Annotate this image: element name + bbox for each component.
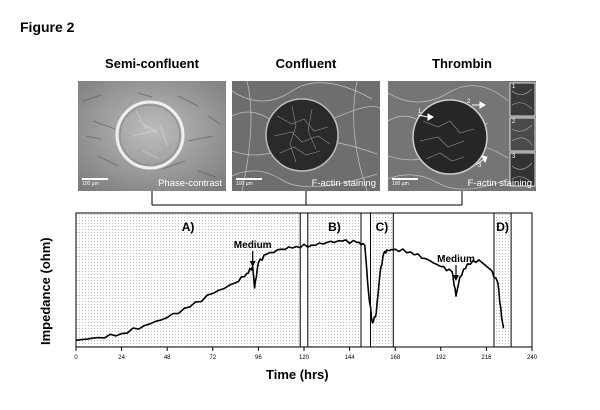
medium-annotation: Medium (437, 254, 475, 265)
scale-bar: 100 µm (82, 178, 108, 187)
x-tick-label: 216 (481, 355, 492, 361)
annotation-arrowhead (453, 275, 459, 281)
annotation-arrowhead (249, 261, 256, 267)
panel-connectors (151, 191, 463, 206)
arrow-label: 3 (478, 163, 482, 169)
region-label: A) (182, 220, 195, 234)
medium-annotation: Medium (234, 240, 272, 251)
micrograph-caption: F-actin staining (311, 178, 376, 189)
panel-title-confluent: Confluent (275, 56, 337, 71)
x-tick-label: 72 (209, 355, 216, 361)
arrow-label: 2 (467, 99, 471, 105)
x-axis: 0 24 48 72 96 120 144 168 192 216 240 (74, 347, 538, 361)
micrograph-caption: F-actin staining (467, 178, 532, 189)
arrow-label: 1 (418, 109, 422, 115)
micrograph-phase-contrast: 100 µm Phase-contrast (78, 81, 226, 191)
scale-bar: 100 µm (392, 178, 418, 187)
y-axis-label: Impedance (ohm) (38, 237, 53, 345)
impedance-line (75, 239, 505, 342)
region-label: D) (496, 220, 509, 234)
region-box (75, 212, 301, 348)
annotations: Medium Medium (234, 240, 475, 281)
panel-title-semi-confluent: Semi-confluent (105, 56, 199, 71)
micrograph-thrombin: 1 2 3 1 2 3 100 µm F-actin staining (388, 81, 536, 191)
x-axis-label: Time (hrs) (266, 367, 329, 382)
inset-label: 2 (512, 119, 516, 125)
inset-label: 3 (512, 154, 516, 160)
region-label: B) (328, 220, 341, 234)
micrograph-confluent: 100 µm F-actin staining (232, 81, 380, 191)
x-tick-label: 48 (164, 355, 171, 361)
x-tick-label: 96 (255, 355, 262, 361)
scale-bar: 100 µm (236, 178, 262, 187)
x-tick-label: 168 (390, 355, 401, 361)
time-regions: A) B) C) D) (75, 212, 512, 348)
x-tick-label: 144 (345, 355, 356, 361)
x-tick-label: 0 (74, 355, 78, 361)
region-label: C) (376, 220, 389, 234)
micrograph-caption: Phase-contrast (158, 178, 222, 189)
x-tick-label: 120 (299, 355, 310, 361)
x-tick-label: 24 (118, 355, 125, 361)
x-tick-label: 192 (436, 355, 447, 361)
region-box (307, 212, 362, 348)
panel-title-thrombin: Thrombin (432, 56, 492, 71)
inset-label: 1 (512, 84, 516, 90)
x-tick-label: 240 (527, 355, 538, 361)
figure-label: Figure 2 (20, 19, 75, 35)
